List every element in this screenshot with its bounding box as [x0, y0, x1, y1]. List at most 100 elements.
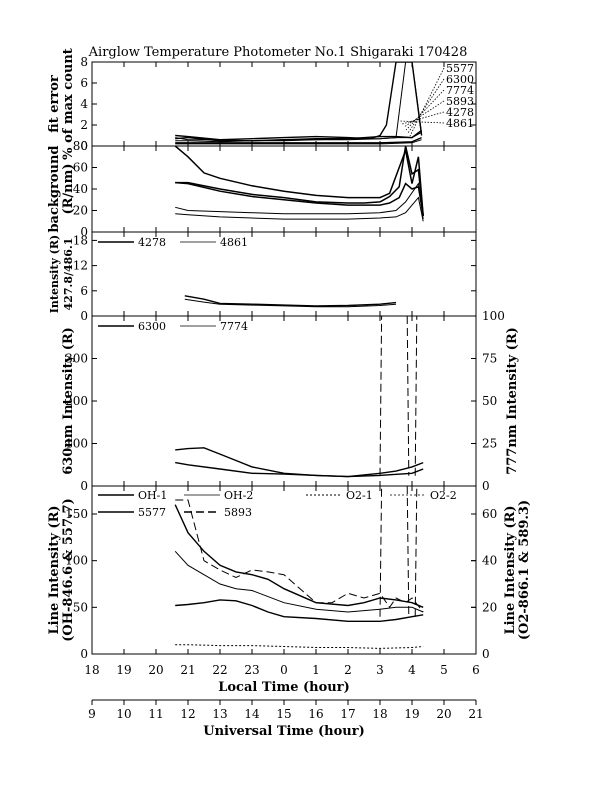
xtick-label-ut: 16 — [308, 707, 323, 721]
ytick-label: 20 — [73, 204, 88, 218]
series-line-line_intensity-OH-1 — [174, 504, 424, 608]
y-axis-label-line_intensity: (OH-846.6 & 557.7) — [61, 498, 76, 642]
xtick-label-ut: 17 — [340, 707, 355, 721]
xtick-label-local: 20 — [148, 663, 163, 677]
ytick-label: 100 — [65, 437, 88, 451]
series-line-line_intensity-5893 — [379, 486, 383, 617]
legend-leader-4861 — [399, 120, 445, 124]
series-line-blue_lines-4278 — [184, 295, 397, 307]
ytick-label: 150 — [65, 507, 88, 521]
y-axis-label-fit_error: % of max count — [61, 48, 76, 160]
series-line-line_intensity-O2-1 — [175, 644, 424, 649]
xtick-label-local: 18 — [84, 663, 99, 677]
y-axis-label-fit_error: fit error — [47, 75, 62, 133]
series-line-blue_lines-4861 — [184, 298, 397, 308]
xtick-label-ut: 15 — [276, 707, 291, 721]
ytick-label: 40 — [73, 182, 88, 196]
ytick-label: 60 — [73, 161, 88, 175]
legend-label-fit-7774: 7774 — [446, 84, 474, 97]
series-line-line_intensity-5893 — [414, 486, 418, 617]
ytick-right-label: 20 — [482, 600, 497, 614]
xtick-label-ut: 13 — [212, 707, 227, 721]
ytick-right-label: 50 — [482, 394, 497, 408]
series-line-line_intensity-OH-2 — [174, 550, 424, 613]
x-axis-label-ut: Universal Time (hour) — [203, 724, 365, 739]
y-axis-label-blue_lines: Intensity (R) — [48, 235, 61, 313]
xtick-label-local: 3 — [376, 663, 384, 677]
series-line-line_intensity-5893 — [406, 486, 410, 617]
ytick-label: 300 — [65, 352, 88, 366]
y-axis-right-label-red_lines: 777nm Intensity (R) — [505, 327, 520, 475]
ytick-label: 6 — [80, 284, 88, 298]
legend-leader-5577 — [409, 67, 445, 137]
ytick-label: 0 — [80, 139, 88, 153]
series-line-red_lines-7774 — [406, 316, 410, 476]
xtick-label-local: 2 — [344, 663, 352, 677]
ytick-right-label: 60 — [482, 507, 497, 521]
xtick-label-ut: 18 — [372, 707, 387, 721]
ytick-label: 12 — [73, 259, 88, 273]
series-line-background-1 — [175, 146, 424, 216]
series-line-background-0 — [174, 146, 424, 216]
ytick-right-label: 40 — [482, 554, 497, 568]
xtick-label-ut: 10 — [116, 707, 131, 721]
ytick-label: 18 — [73, 233, 88, 247]
ytick-right-label: 25 — [482, 437, 497, 451]
xtick-label-local: 5 — [440, 663, 448, 677]
series-line-red_lines-7774 — [379, 316, 383, 476]
xtick-label-local: 0 — [280, 663, 288, 677]
ytick-right-label: 0 — [482, 479, 490, 493]
ytick-label: 2 — [80, 118, 88, 132]
ytick-label: 6 — [80, 76, 88, 90]
y-axis-right-label-line_intensity: (O2-866.1 & 589.3) — [517, 500, 532, 640]
xtick-label-ut: 11 — [148, 707, 163, 721]
legend-label-OH-2: OH-2 — [224, 489, 253, 502]
ytick-right-label: 0 — [482, 647, 490, 661]
series-line-background-4 — [175, 196, 424, 222]
series-line-red_lines-6300 — [175, 447, 424, 478]
panel-frame-red_lines — [91, 315, 477, 487]
y-axis-label-background: background — [47, 145, 62, 232]
xtick-label-ut: 9 — [88, 707, 96, 721]
legend-label-4278: 4278 — [138, 236, 166, 249]
x-axis-label-local: Local Time (hour) — [218, 680, 350, 695]
y-axis-label-background: (R/nm) — [61, 163, 76, 214]
ytick-label: 8 — [80, 55, 88, 69]
legend-label-fit-4278: 4278 — [446, 106, 474, 119]
ytick-label: 100 — [65, 554, 88, 568]
legend-leader-6300 — [407, 78, 445, 134]
ytick-label: 200 — [65, 394, 88, 408]
legend-label-5893: 5893 — [224, 506, 252, 519]
xtick-label-local: 19 — [116, 663, 131, 677]
y-axis-label-blue_lines: 427.8/486.1 — [62, 238, 75, 311]
series-line-fit_error-5893 — [175, 62, 423, 142]
series-line-line_intensity-5577 — [175, 599, 424, 622]
legend-leader-7774 — [405, 89, 445, 131]
xtick-label-ut: 12 — [180, 707, 195, 721]
series-line-fit_error-4278 — [175, 136, 422, 144]
series-line-line_intensity-5893 — [175, 499, 424, 613]
legend-leader-5893 — [403, 100, 445, 128]
xtick-label-ut: 14 — [244, 707, 260, 721]
xtick-label-local: 22 — [212, 663, 227, 677]
ytick-label: 0 — [80, 479, 88, 493]
legend-label-fit-5577: 5577 — [446, 62, 474, 75]
chart-title: Airglow Temperature Photometer No.1 Shig… — [88, 45, 468, 60]
ytick-label: 80 — [73, 139, 88, 153]
series-line-fit_error-4861 — [175, 139, 422, 145]
legend-label-fit-6300: 6300 — [446, 73, 474, 86]
y-axis-label-line_intensity: Line Intensity (R) — [47, 505, 62, 634]
legend-label-7774: 7774 — [220, 320, 248, 333]
xtick-label-ut: 21 — [468, 707, 483, 721]
xtick-label-local: 4 — [408, 663, 416, 677]
series-line-fit_error-5577 — [175, 62, 423, 141]
xtick-label-local: 21 — [180, 663, 195, 677]
xtick-label-ut: 20 — [436, 707, 451, 721]
legend-leader-4278 — [401, 111, 445, 125]
ytick-label: 4 — [80, 97, 88, 111]
legend-label-4861: 4861 — [220, 236, 248, 249]
ytick-right-label: 75 — [482, 352, 497, 366]
legend-label-fit-4861: 4861 — [446, 117, 474, 130]
